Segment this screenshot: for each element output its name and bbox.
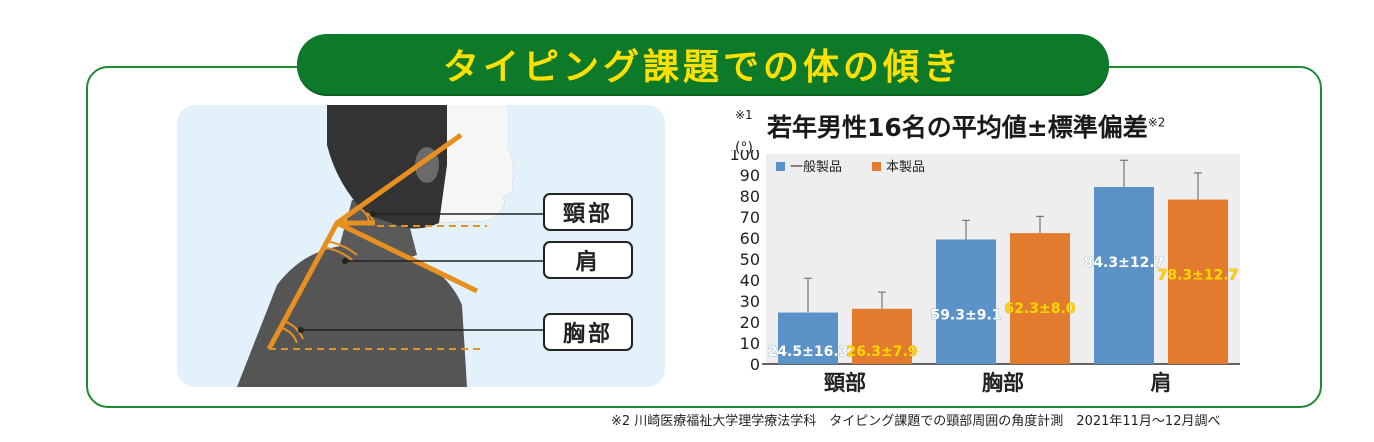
bar xyxy=(1094,186,1154,364)
note-mark-1: ※1 xyxy=(735,108,753,122)
legend-swatch xyxy=(776,162,785,171)
posture-illustration xyxy=(177,105,665,387)
y-tick-label: 60 xyxy=(740,229,760,248)
data-label: 62.3±8.0 xyxy=(1004,301,1075,317)
footnote: ※2 川崎医療福祉大学理学療法学科 タイピング課題での頸部周囲の角度計測 202… xyxy=(611,414,1221,429)
y-tick-label: 100 xyxy=(729,150,760,164)
chest-arc-2 xyxy=(278,326,298,344)
data-label: 59.3±9.1 xyxy=(930,307,1001,323)
page-title: タイピング課題での体の傾き xyxy=(297,34,1109,94)
y-tick-label: 40 xyxy=(740,271,760,290)
y-tick-label: 50 xyxy=(740,250,760,269)
face-skin xyxy=(439,105,514,223)
torso-silhouette xyxy=(237,245,467,387)
neck-arc xyxy=(366,212,374,224)
chart-title-main: 若年男性16名の平均値±標準偏差 xyxy=(767,113,1148,142)
shoulder-arc xyxy=(326,240,358,256)
shoulder-arc-2 xyxy=(322,246,354,262)
note-mark-2: ※2 xyxy=(1147,115,1166,130)
legend-swatch xyxy=(872,162,881,171)
bar xyxy=(1168,199,1228,364)
posture-figure xyxy=(237,105,543,387)
y-tick-label: 10 xyxy=(740,334,760,353)
chest-arc xyxy=(282,320,304,340)
y-tick-label: 70 xyxy=(740,208,760,227)
data-label: 24.5±16.3 xyxy=(768,344,849,360)
data-label: 26.3±7.9 xyxy=(846,344,917,360)
x-category-label: 胸部 xyxy=(982,371,1024,395)
shoulder-line xyxy=(335,220,479,294)
plot-area xyxy=(766,154,1240,364)
bar xyxy=(936,239,996,364)
data-label: 78.3±12.7 xyxy=(1158,268,1239,284)
legend-label: 一般製品 xyxy=(790,159,842,175)
legend-label: 本製品 xyxy=(886,160,925,175)
x-category-label: 肩 xyxy=(1151,371,1172,395)
bar xyxy=(778,312,838,364)
bar-chart: 0 10 20 30 40 50 60 70 80 90 100 頸部 24.5±16.326.3±7.… xyxy=(729,150,1240,395)
y-tick-label: 90 xyxy=(740,166,760,185)
y-tick-label: 30 xyxy=(740,292,760,311)
x-category-label: 頸部 xyxy=(824,371,866,395)
label-shoulder: 肩 xyxy=(543,241,633,279)
bar xyxy=(852,308,912,364)
bar xyxy=(1010,233,1070,364)
y-tick-label: 80 xyxy=(740,187,760,206)
y-axis-unit: (°) xyxy=(735,140,753,156)
neck-arc-2 xyxy=(360,208,370,224)
y-tick-label: 0 xyxy=(750,355,760,374)
label-neck: 頸部 xyxy=(543,193,633,231)
label-chest: 胸部 xyxy=(543,313,633,351)
y-tick-label: 20 xyxy=(740,313,760,332)
data-label: 84.3±12.7 xyxy=(1084,255,1165,271)
chart-title-text: 若年男性16名の平均値±標準偏差※2 xyxy=(767,108,1165,144)
